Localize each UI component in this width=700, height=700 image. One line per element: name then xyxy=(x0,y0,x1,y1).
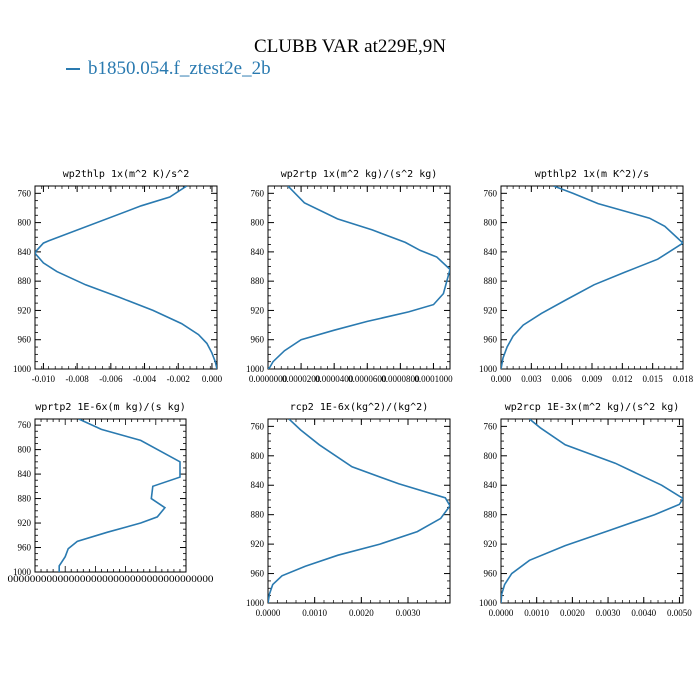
x-tick-label: 0.003 xyxy=(521,374,542,384)
x-tick-label: 0.0000800 xyxy=(381,374,420,384)
plot-frame-2 xyxy=(267,185,451,370)
y-tick-label: 920 xyxy=(18,518,32,528)
x-tick-label: 0.0020 xyxy=(560,608,585,618)
y-tick-label: 880 xyxy=(251,276,265,286)
y-tick-label: 880 xyxy=(251,510,265,520)
y-tick-label: 800 xyxy=(251,218,265,228)
y-tick-label: 880 xyxy=(484,276,498,286)
x-tick-label: 0.0001000 xyxy=(414,374,453,384)
x-tick-label: 0000000000000000000000000000000000000 xyxy=(8,574,215,584)
plot-title-4: wprtp2 1E-6x(m kg)/(s kg) xyxy=(35,402,186,413)
x-tick-label: 0.006 xyxy=(552,374,573,384)
y-tick-label: 800 xyxy=(484,218,498,228)
x-tick-label: 0.0000 xyxy=(256,608,281,618)
plot-frame-3 xyxy=(500,185,684,370)
y-tick-label: 1000 xyxy=(246,364,265,374)
y-tick-label: 760 xyxy=(251,188,265,198)
x-tick-label: 0.0040 xyxy=(631,608,656,618)
y-tick-label: 840 xyxy=(484,247,498,257)
x-tick-label: 0.018 xyxy=(673,374,694,384)
legend-label: b1850.054.f_ztest2e_2b xyxy=(88,58,271,79)
y-tick-label: 1000 xyxy=(246,598,265,608)
x-tick-label: -0.008 xyxy=(66,374,90,384)
y-tick-label: 920 xyxy=(18,305,32,315)
y-tick-label: 960 xyxy=(251,335,265,345)
y-tick-label: 840 xyxy=(484,480,498,490)
x-tick-label: 0.015 xyxy=(643,374,664,384)
y-tick-label: 760 xyxy=(484,188,498,198)
plot-frame-6 xyxy=(500,418,684,604)
x-tick-label: 0.012 xyxy=(612,374,632,384)
y-tick-label: 1000 xyxy=(13,364,32,374)
x-tick-label: 0.0000400 xyxy=(315,374,354,384)
x-tick-label: -0.004 xyxy=(133,374,157,384)
y-tick-label: 760 xyxy=(18,420,32,430)
x-tick-label: -0.002 xyxy=(167,374,190,384)
series-line-6 xyxy=(501,419,683,603)
x-tick-label: 0.0010 xyxy=(302,608,327,618)
y-tick-label: 960 xyxy=(18,543,32,553)
plot-title-5: rcp2 1E-6x(kg^2)/(kg^2) xyxy=(290,402,428,413)
y-tick-label: 920 xyxy=(484,305,498,315)
y-tick-label: 920 xyxy=(251,305,265,315)
x-tick-label: 0.0000600 xyxy=(348,374,387,384)
y-tick-label: 800 xyxy=(18,445,32,455)
y-tick-label: 840 xyxy=(251,480,265,490)
x-tick-label: 0.0000000 xyxy=(249,374,288,384)
y-tick-label: 800 xyxy=(484,451,498,461)
y-tick-label: 960 xyxy=(18,335,32,345)
y-tick-label: 800 xyxy=(251,451,265,461)
y-tick-label: 1000 xyxy=(13,567,32,577)
x-tick-label: 0.0000200 xyxy=(282,374,321,384)
y-tick-label: 840 xyxy=(18,247,32,257)
x-tick-label: 0.0000 xyxy=(489,608,514,618)
y-tick-label: 880 xyxy=(484,510,498,520)
y-tick-label: 960 xyxy=(484,569,498,579)
y-tick-label: 960 xyxy=(251,569,265,579)
x-tick-label: -0.006 xyxy=(99,374,123,384)
x-tick-label: -0.010 xyxy=(32,374,56,384)
plot-frame-4 xyxy=(34,418,187,573)
y-tick-label: 800 xyxy=(18,218,32,228)
figure-title: CLUBB VAR at229E,9N xyxy=(254,36,446,57)
series-line-2 xyxy=(268,186,450,369)
plot-frame-1 xyxy=(34,185,218,370)
plot-title-1: wp2thlp 1x(m^2 K)/s^2 xyxy=(63,169,189,180)
x-tick-label: 0.009 xyxy=(582,374,603,384)
legend: b1850.054.f_ztest2e_2b xyxy=(66,58,271,80)
x-tick-label: 0.0030 xyxy=(596,608,621,618)
y-tick-label: 760 xyxy=(251,421,265,431)
x-tick-label: 0.0020 xyxy=(349,608,374,618)
x-tick-label: 0.000 xyxy=(202,374,223,384)
y-tick-label: 960 xyxy=(484,335,498,345)
series-line-4 xyxy=(58,419,181,572)
plot-title-6: wp2rcp 1E-3x(m^2 kg)/(s^2 kg) xyxy=(505,402,680,413)
y-tick-label: 1000 xyxy=(479,364,498,374)
y-tick-label: 880 xyxy=(18,276,32,286)
x-tick-label: 0.000 xyxy=(491,374,512,384)
y-tick-label: 760 xyxy=(18,188,32,198)
y-tick-label: 840 xyxy=(18,469,32,479)
plot-title-2: wp2rtp 1x(m^2 kg)/(s^2 kg) xyxy=(281,169,438,180)
y-tick-label: 840 xyxy=(251,247,265,257)
legend-line-swatch xyxy=(66,68,80,70)
series-line-1 xyxy=(35,186,217,369)
plot-title-3: wpthlp2 1x(m K^2)/s xyxy=(535,169,649,180)
series-line-3 xyxy=(501,186,683,369)
x-tick-label: 0.0030 xyxy=(396,608,421,618)
series-line-5 xyxy=(268,419,450,603)
x-tick-label: 0.0010 xyxy=(524,608,549,618)
y-tick-label: 880 xyxy=(18,494,32,504)
plot-frame-5 xyxy=(267,418,451,604)
y-tick-label: 1000 xyxy=(479,598,498,608)
x-tick-label: 0.0050 xyxy=(667,608,692,618)
y-tick-label: 920 xyxy=(484,539,498,549)
y-tick-label: 920 xyxy=(251,539,265,549)
y-tick-label: 760 xyxy=(484,421,498,431)
